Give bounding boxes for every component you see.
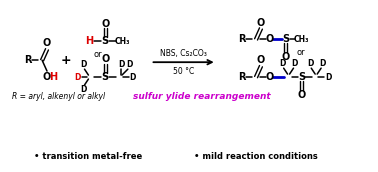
Text: D: D (130, 73, 136, 82)
Text: H: H (49, 72, 57, 82)
Text: R = aryl, alkenyl or alkyl: R = aryl, alkenyl or alkyl (12, 92, 105, 101)
Text: R: R (25, 55, 32, 65)
Text: O: O (266, 72, 274, 82)
Text: D: D (118, 60, 124, 69)
Text: • transition metal-free: • transition metal-free (34, 152, 143, 161)
Text: D: D (74, 73, 81, 82)
Text: D: D (80, 60, 87, 69)
Text: H: H (85, 36, 93, 46)
Text: O: O (43, 38, 51, 48)
Text: • mild reaction conditions: • mild reaction conditions (194, 152, 318, 161)
Text: +: + (60, 54, 71, 67)
Text: D: D (127, 60, 133, 69)
Text: S: S (102, 36, 109, 46)
Text: O: O (297, 90, 305, 100)
Text: O: O (257, 18, 265, 28)
Text: CH₃: CH₃ (294, 35, 309, 44)
Text: O: O (101, 54, 109, 64)
Text: NBS, Cs₂CO₃: NBS, Cs₂CO₃ (160, 49, 207, 58)
Text: S: S (298, 72, 305, 82)
Text: sulfur ylide rearrangement: sulfur ylide rearrangement (133, 92, 271, 101)
Text: O: O (43, 72, 51, 82)
Text: O: O (257, 55, 265, 65)
Text: O: O (282, 52, 290, 62)
Text: D: D (319, 59, 325, 68)
Text: D: D (291, 59, 298, 68)
Text: S: S (102, 72, 109, 82)
Text: D: D (307, 59, 313, 68)
Text: D: D (279, 59, 286, 68)
Text: or: or (94, 50, 102, 59)
Text: R: R (239, 72, 246, 82)
Text: O: O (101, 19, 109, 29)
Text: R: R (239, 34, 246, 44)
Text: or: or (296, 48, 305, 57)
Text: O: O (266, 34, 274, 44)
Text: D: D (80, 85, 87, 94)
Text: D: D (325, 73, 331, 82)
Text: 50 °C: 50 °C (173, 67, 194, 76)
Text: S: S (282, 34, 289, 44)
Text: CH₃: CH₃ (114, 37, 130, 46)
